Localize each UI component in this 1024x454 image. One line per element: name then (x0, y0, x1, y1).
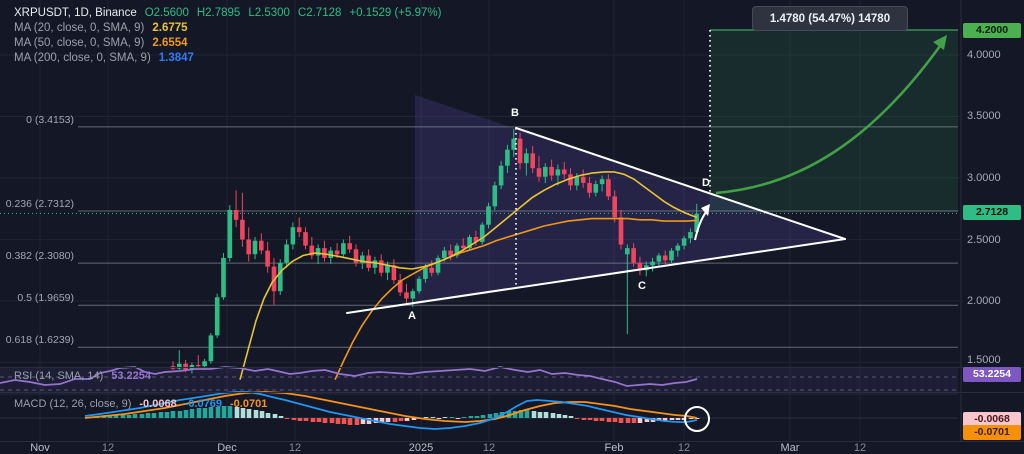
fib-level-label: 0 (3.4153) (26, 113, 74, 126)
fib-level-label: 0.618 (1.6239) (5, 334, 74, 347)
pattern-label-a: A (408, 310, 416, 322)
ma20-label: MA (20, close, 0, SMA, 9) (14, 21, 145, 34)
ma200-row[interactable]: MA (200, close, 0, SMA, 9) 1.3847 (14, 50, 441, 65)
price-axis-label: 3.0000 (967, 172, 1001, 184)
lower-trendline (346, 238, 846, 314)
ma50-value: 2.6554 (152, 36, 188, 49)
price-axis-label: 3.5000 (967, 110, 1001, 122)
price-axis-label: 1.5000 (967, 354, 1001, 366)
rsi-pane-row[interactable]: RSI (14, SMA, 14) 53.2254 (14, 370, 151, 382)
ohlc-open: O2.5600 (144, 6, 189, 19)
price-axis-label: 4.0000 (967, 49, 1001, 61)
macd-hist-value: -0.0068 (139, 398, 177, 410)
time-axis-label: 12 (677, 442, 691, 454)
fib-level-label: 0.5 (1.9659) (17, 292, 74, 305)
rsi-line (0, 366, 698, 387)
ma200-value: 1.3847 (158, 51, 194, 64)
price-badge: -0.0068 (963, 411, 1021, 427)
legend: XRPUSDT, 1D, Binance O2.5600 H2.7895 L2.… (14, 5, 441, 65)
price-badge: 53.2254 (963, 366, 1021, 382)
symbol-title[interactable]: XRPUSDT, 1D, Binance (14, 6, 137, 19)
macd-line (84, 391, 698, 430)
macd-signal-value: -0.0701 (230, 398, 268, 410)
symbol-row[interactable]: XRPUSDT, 1D, Binance O2.5600 H2.7895 L2.… (14, 5, 441, 20)
fib-level-label: 0.382 (2.3080) (5, 250, 74, 263)
ohlc-low: L2.5300 (248, 6, 290, 19)
pattern-label-b: B (511, 107, 519, 119)
time-axis-label: 12 (482, 442, 496, 454)
time-axis-label: Feb (604, 442, 624, 454)
price-badge: 4.2000 (963, 22, 1021, 38)
price-axis-label: 2.0000 (967, 295, 1001, 307)
pattern-label-c: C (638, 280, 646, 292)
rsi-value: 53.2254 (111, 370, 152, 382)
fib-level-label: 0.236 (2.7312) (5, 198, 74, 211)
measure-tooltip: 1.4780 (54.47%) 14780 (752, 6, 908, 31)
time-axis-label: Mar (780, 442, 800, 454)
measure-tooltip-text: 1.4780 (54.47%) 14780 (769, 12, 891, 25)
time-axis-label: 12 (288, 442, 302, 454)
ma200-label: MA (200, close, 0, SMA, 9) (14, 51, 151, 64)
macd-signal-line (84, 391, 698, 423)
projection-arrow-head (933, 35, 947, 50)
time-axis-label: Nov (30, 442, 50, 454)
time-axis-label: 12 (101, 442, 115, 454)
price-axis-label: 2.5000 (967, 234, 1001, 246)
upper-trendline (515, 127, 846, 240)
macd-label: MACD (12, 26, close, 9) (14, 398, 132, 410)
ma20-line (239, 171, 698, 380)
macd-pane-row[interactable]: MACD (12, 26, close, 9) -0.0068 -0.0769 … (14, 398, 267, 410)
macd-line-value: -0.0769 (184, 398, 222, 410)
macd-histogram (88, 406, 700, 425)
time-axis-label: 12 (853, 442, 867, 454)
ohlc-high: H2.7895 (196, 6, 241, 19)
breakout-arrow (694, 211, 707, 241)
ohlc-close: C2.7128 (297, 6, 342, 19)
price-badge: -0.0701 (963, 424, 1021, 440)
ma20-value: 2.6775 (152, 21, 188, 34)
ohlc-change: +0.1529 (+5.97%) (349, 6, 442, 19)
pattern-label-d: D (702, 177, 710, 189)
ma50-row[interactable]: MA (50, close, 0, SMA, 9) 2.6554 (14, 35, 441, 50)
time-axis-label: Dec (217, 442, 237, 454)
price-badge: 2.7128 (963, 204, 1021, 220)
ma20-row[interactable]: MA (20, close, 0, SMA, 9) 2.6775 (14, 20, 441, 35)
breakout-arrow-head (701, 204, 710, 216)
triangle-shading (415, 95, 845, 303)
projection-arrow (715, 45, 942, 195)
projection-box (710, 30, 958, 212)
rsi-label: RSI (14, SMA, 14) (14, 370, 104, 382)
time-axis-label: 2025 (408, 442, 434, 454)
ma50-label: MA (50, close, 0, SMA, 9) (14, 36, 145, 49)
ma50-line (334, 217, 698, 381)
highlight-circle (684, 406, 710, 432)
